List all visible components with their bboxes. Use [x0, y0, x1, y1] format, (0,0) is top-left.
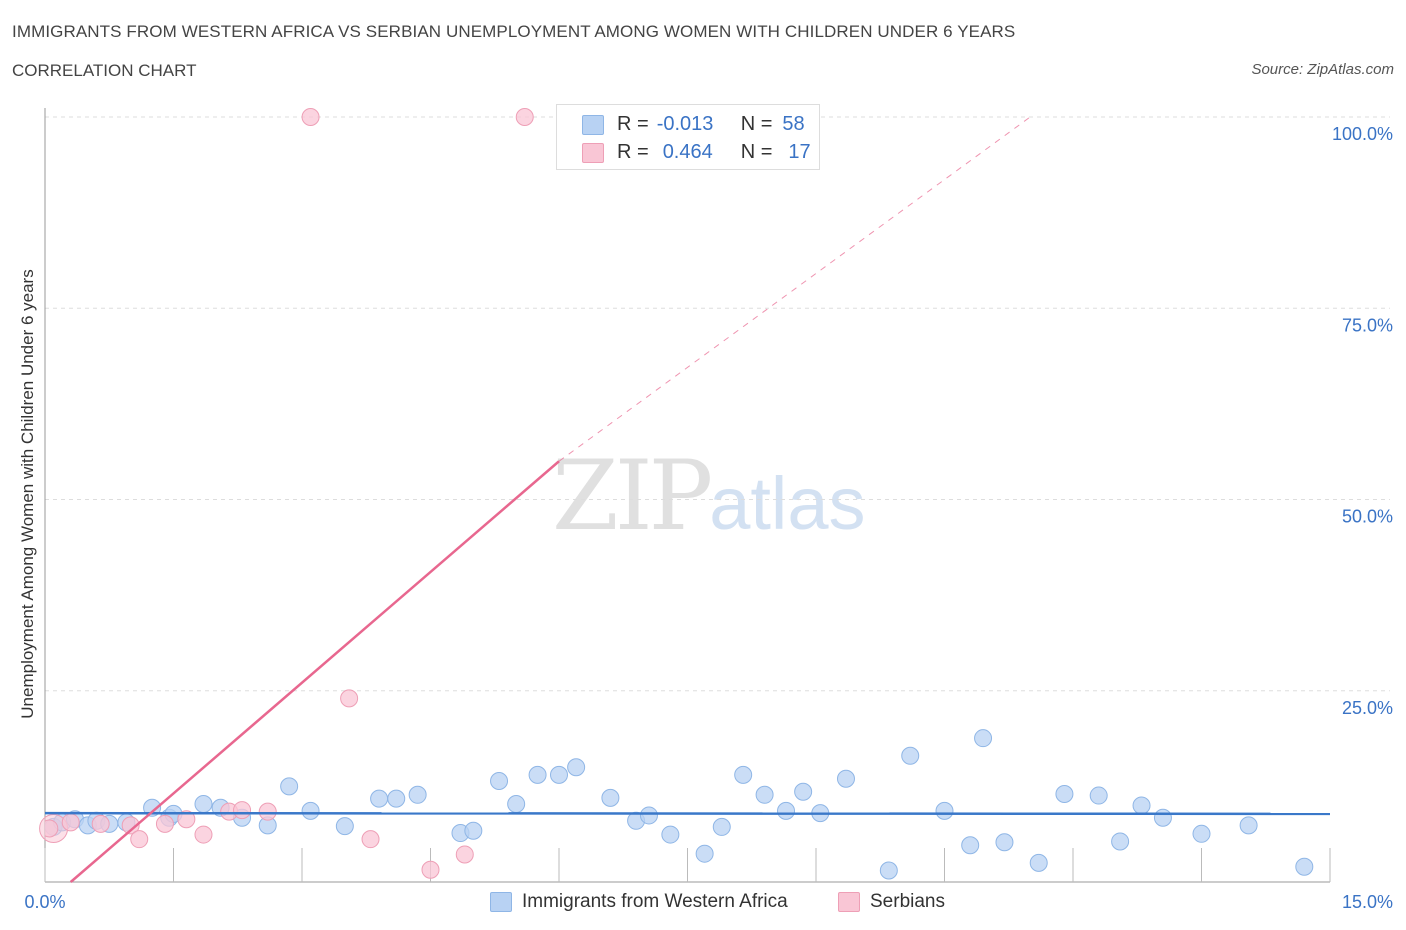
data-point-immigrants: [601, 788, 620, 807]
data-point-immigrants: [335, 817, 354, 836]
data-point-immigrants: [661, 825, 680, 844]
data-point-immigrants: [1295, 857, 1314, 876]
legend-swatch-blue: [490, 892, 512, 912]
n-label: N =: [740, 112, 773, 135]
x-tick-label: 0.0%: [24, 892, 65, 912]
watermark: ZIPatlas: [552, 440, 866, 552]
data-point-immigrants: [1055, 785, 1074, 804]
data-point-immigrants: [794, 782, 813, 801]
n-value-pink: 17: [788, 140, 811, 163]
y-tick-label: 75.0%: [1342, 315, 1393, 335]
r-label: R =: [617, 112, 649, 135]
data-point-serbians: [177, 810, 196, 829]
data-point-serbians: [61, 813, 80, 832]
data-point-serbians: [155, 814, 174, 833]
data-point-immigrants: [370, 789, 389, 808]
data-point-immigrants: [550, 765, 568, 784]
data-point-serbians: [421, 860, 440, 879]
data-point-serbians: [233, 801, 252, 820]
data-point-immigrants: [1153, 808, 1172, 827]
data-point-serbians: [340, 689, 359, 708]
data-point-serbians: [45, 819, 59, 838]
data-point-immigrants: [1239, 816, 1258, 835]
data-point-serbians: [91, 814, 110, 833]
data-point-serbians: [361, 830, 380, 849]
data-point-serbians: [121, 816, 140, 835]
data-point-immigrants: [879, 861, 898, 880]
data-point-immigrants: [974, 729, 993, 748]
data-point-immigrants: [387, 789, 406, 808]
data-point-immigrants: [194, 794, 213, 813]
data-point-immigrants: [567, 758, 586, 777]
data-point-immigrants: [280, 777, 299, 796]
n-value-blue: 58: [782, 112, 805, 135]
trend-line-serbians: [69, 460, 560, 883]
data-point-serbians: [194, 825, 213, 844]
data-point-immigrants: [528, 765, 547, 784]
legend-swatch-pink: [838, 892, 860, 912]
data-point-immigrants: [935, 801, 954, 820]
trend-line-immigrants: [44, 811, 1331, 816]
x-tick-label: 15.0%: [1342, 892, 1393, 912]
r-label: R =: [617, 140, 649, 163]
n-label: N =: [740, 140, 773, 163]
data-point-immigrants: [1192, 824, 1211, 843]
data-point-immigrants: [712, 817, 731, 836]
stats-row-pink: R = 0.464 N = 17: [582, 140, 811, 164]
data-point-immigrants: [507, 794, 526, 813]
data-point-immigrants: [961, 836, 980, 855]
data-point-immigrants: [1132, 796, 1151, 815]
data-point-serbians: [455, 845, 474, 864]
data-point-immigrants: [408, 785, 427, 804]
data-point-immigrants: [464, 821, 483, 840]
y-axis-title-text: Unemployment Among Women with Children U…: [18, 269, 37, 719]
y-tick-label: 50.0%: [1342, 507, 1393, 527]
data-point-immigrants: [755, 785, 774, 804]
legend-label-serbians: Serbians: [870, 891, 945, 912]
chart-title: IMMIGRANTS FROM WESTERN AFRICA VS SERBIA…: [12, 22, 1016, 41]
trend-line-serbians-extension: [558, 116, 1031, 462]
data-point-immigrants: [695, 844, 714, 863]
data-point-serbians: [130, 830, 149, 849]
data-point-immigrants: [901, 746, 920, 765]
data-point-immigrants: [995, 833, 1014, 852]
data-point-immigrants: [639, 806, 658, 825]
data-point-immigrants: [777, 801, 796, 820]
data-point-immigrants: [734, 765, 753, 784]
watermark-zip: ZIP: [552, 440, 713, 552]
data-point-serbians: [515, 108, 534, 126]
data-point-immigrants: [1373, 722, 1390, 739]
data-point-immigrants: [301, 801, 320, 820]
watermark-atlas: atlas: [709, 462, 866, 545]
data-point-immigrants: [836, 769, 855, 788]
legend-item-serbians: Serbians: [838, 890, 945, 914]
r-value-blue: -0.013: [656, 112, 714, 135]
stats-box: R = -0.013 N = 58 R = 0.464 N = 17: [556, 104, 820, 170]
blue-swatch: [582, 115, 604, 135]
legend-label-immigrants: Immigrants from Western Africa: [522, 891, 788, 912]
data-point-immigrants: [1029, 853, 1048, 872]
data-point-immigrants: [490, 772, 509, 791]
r-value-pink: 0.464: [662, 140, 713, 163]
chart-subtitle: CORRELATION CHART: [12, 61, 197, 80]
data-point-serbians: [258, 802, 277, 821]
source-label: Source: ZipAtlas.com: [1251, 61, 1394, 78]
data-point-immigrants: [1089, 786, 1108, 805]
y-tick-label: 25.0%: [1342, 698, 1393, 718]
stats-row-blue: R = -0.013 N = 58: [582, 112, 805, 136]
legend-item-immigrants: Immigrants from Western Africa: [490, 890, 788, 914]
data-point-serbians: [301, 108, 320, 126]
y-tick-label: 100.0%: [1332, 124, 1393, 144]
data-point-immigrants: [1111, 832, 1130, 851]
pink-swatch: [582, 143, 604, 163]
